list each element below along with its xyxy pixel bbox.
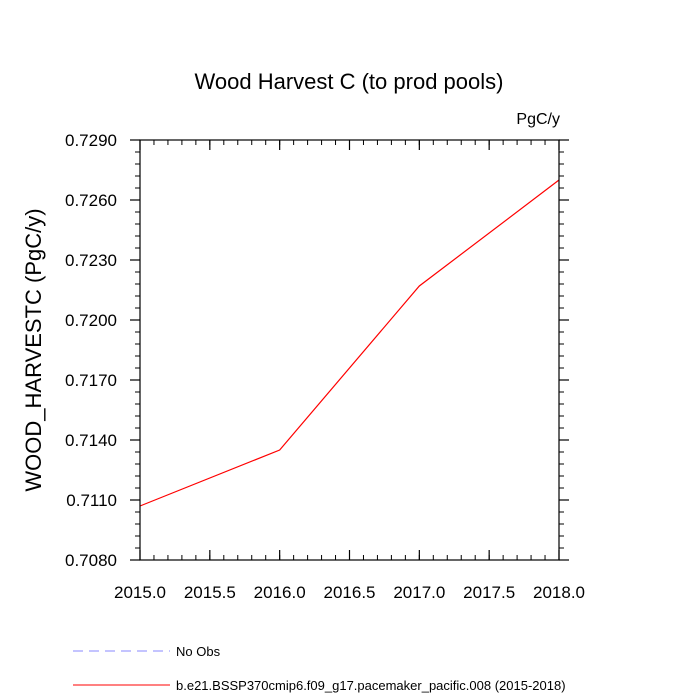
y-tick-label: 0.7260 [65,191,117,210]
x-tick-label: 2017.0 [393,583,445,602]
minor-ticks [135,139,564,561]
y-tick-label: 0.7290 [65,131,117,150]
y-tick-label: 0.7170 [65,371,117,390]
legend: No Obs b.e21.BSSP370cmip6.f09_g17.pacemak… [73,644,566,693]
x-tick-label: 2015.0 [114,583,166,602]
y-tick-label: 0.7140 [65,431,117,450]
series-layer [139,179,560,507]
series-line [139,179,560,507]
x-tick-labels: 2015.0 2015.5 2016.0 2016.5 2017.0 2017.5 2018… [114,583,585,602]
y-tick-label: 0.7110 [66,491,117,510]
y-tick-label: 0.7230 [65,251,117,270]
x-tick-label: 2016.5 [324,583,376,602]
y-tick-label: 0.7080 [65,551,117,570]
y-tick-labels: 0.7080 0.7110 0.7140 0.7170 0.7200 0.7230 0.72… [65,131,117,570]
legend-label: No Obs [176,644,221,659]
major-ticks [130,139,569,561]
x-tick-label: 2015.5 [184,583,236,602]
chart-title: Wood Harvest C (to prod pools) [195,69,504,94]
legend-label: b.e21.BSSP370cmip6.f09_g17.pacemaker_pac… [176,678,566,693]
x-tick-label: 2018.0 [533,583,585,602]
plot-frame [139,139,560,561]
y-axis-label: WOOD_HARVESTC (PgC/y) [21,208,46,491]
units-label: PgC/y [516,111,560,128]
x-tick-label: 2017.5 [463,583,515,602]
y-tick-label: 0.7200 [65,311,117,330]
x-tick-label: 2016.0 [254,583,306,602]
